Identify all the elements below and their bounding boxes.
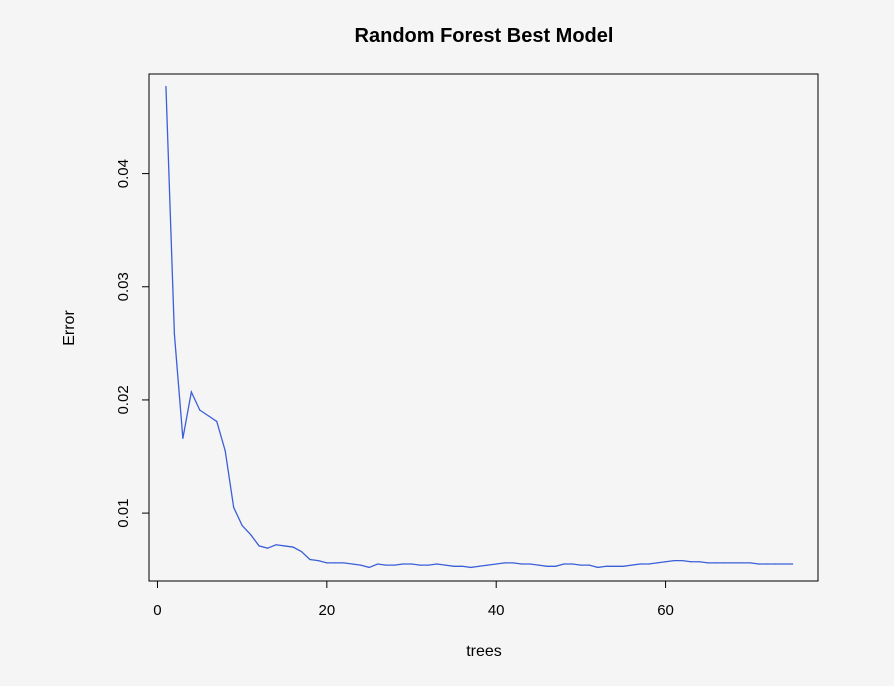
- data-point: [453, 565, 455, 567]
- y-tick-label: 0.04: [115, 159, 132, 188]
- plot-frame: [148, 73, 819, 582]
- data-point: [419, 564, 421, 566]
- y-tick-label: 0.02: [115, 385, 132, 414]
- data-point: [334, 562, 336, 564]
- x-axis: 0 20 40 60: [153, 580, 674, 619]
- data-point: [732, 562, 734, 564]
- data-point: [478, 565, 480, 567]
- data-point: [546, 565, 548, 567]
- data-point: [673, 560, 675, 562]
- data-point: [707, 562, 709, 564]
- data-point: [368, 566, 370, 569]
- data-point: [173, 333, 176, 335]
- data-point: [258, 545, 260, 547]
- data-point: [470, 566, 472, 569]
- data-point: [444, 564, 446, 566]
- data-point: [504, 562, 506, 564]
- chart-title: Random Forest Best Model: [355, 25, 614, 47]
- data-point: [427, 564, 430, 566]
- data-point: [766, 563, 768, 565]
- x-tick-label: 0: [153, 602, 161, 619]
- data-point: [309, 558, 311, 561]
- data-point: [393, 564, 396, 566]
- data-point: [775, 563, 777, 565]
- x-tick-label: 40: [488, 602, 505, 619]
- error-series-line: [165, 86, 793, 569]
- data-point: [681, 560, 684, 562]
- data-point: [597, 566, 599, 569]
- data-point: [614, 565, 616, 567]
- data-point: [588, 564, 590, 566]
- data-point: [216, 420, 218, 423]
- data-point: [537, 564, 540, 566]
- data-point: [580, 564, 582, 566]
- data-point: [664, 561, 667, 563]
- data-point: [521, 563, 523, 565]
- data-point: [402, 563, 404, 565]
- data-point: [317, 560, 319, 562]
- data-point: [275, 544, 277, 546]
- data-point: [326, 562, 328, 564]
- data-point: [233, 506, 235, 509]
- y-axis: 0.01 0.02 0.03 0.04: [115, 159, 150, 528]
- data-point: [250, 534, 252, 536]
- data-point: [563, 563, 565, 565]
- data-point: [385, 564, 387, 566]
- x-tick-label: 20: [318, 602, 335, 619]
- series-points: [165, 85, 794, 569]
- data-point: [724, 562, 726, 564]
- data-point: [224, 450, 226, 452]
- data-point: [360, 564, 362, 566]
- data-point: [529, 563, 531, 565]
- data-point: [495, 563, 497, 565]
- data-point: [639, 563, 641, 565]
- data-point: [571, 563, 574, 565]
- data-point: [292, 546, 294, 548]
- data-point: [605, 565, 607, 567]
- data-point: [622, 565, 624, 567]
- data-point: [199, 409, 201, 411]
- data-point: [377, 563, 379, 565]
- data-point: [165, 85, 167, 88]
- data-point: [410, 563, 413, 565]
- data-point: [461, 565, 463, 567]
- data-point: [648, 563, 650, 565]
- data-point: [749, 562, 751, 564]
- data-point: [783, 563, 785, 565]
- data-point: [656, 562, 658, 564]
- y-axis-label: Error: [61, 310, 78, 346]
- data-point: [190, 391, 192, 393]
- data-point: [758, 563, 760, 565]
- y-tick-label: 0.01: [115, 498, 132, 527]
- data-point: [791, 563, 794, 565]
- data-point: [351, 563, 353, 565]
- data-point: [241, 524, 243, 527]
- data-point: [266, 547, 269, 549]
- data-point: [698, 561, 701, 563]
- data-point: [436, 563, 438, 565]
- data-point: [554, 565, 557, 567]
- data-point: [207, 415, 209, 417]
- y-tick-label: 0.03: [115, 272, 132, 301]
- x-axis-label: trees: [466, 643, 502, 660]
- data-point: [300, 550, 303, 553]
- data-point: [343, 562, 345, 564]
- data-point: [631, 564, 633, 566]
- data-point: [487, 564, 489, 566]
- data-point: [512, 562, 514, 564]
- data-point: [690, 561, 692, 563]
- data-point: [741, 562, 743, 564]
- x-tick-label: 60: [657, 602, 674, 619]
- data-point: [715, 562, 717, 564]
- data-point: [182, 437, 184, 440]
- data-point: [283, 545, 286, 547]
